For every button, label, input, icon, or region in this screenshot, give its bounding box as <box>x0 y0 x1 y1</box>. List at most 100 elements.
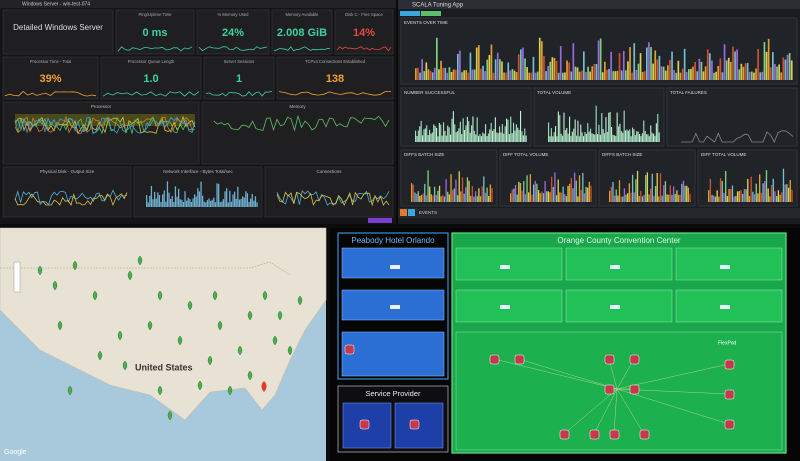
scala-title: SCALA Tuning App <box>412 3 464 9</box>
decor-bar <box>436 127 438 142</box>
decor-bar <box>632 127 634 142</box>
decor-bar <box>597 134 599 142</box>
decor-bar <box>463 193 465 202</box>
panel <box>2 166 132 218</box>
decor-bar <box>455 179 457 202</box>
stat-label: Processor Time - Total <box>30 59 72 64</box>
decor-bar <box>479 196 482 202</box>
decor-bar <box>788 52 791 80</box>
decor-bar <box>635 69 638 80</box>
decor-bar <box>546 191 548 202</box>
network-link <box>493 358 618 390</box>
decor-bar <box>549 136 551 142</box>
decor-bar <box>457 131 459 142</box>
decor-bar <box>179 199 181 207</box>
decor-bar <box>461 177 464 202</box>
decor-bar <box>184 191 186 207</box>
map-pin <box>97 350 103 361</box>
decor-bar <box>708 190 710 202</box>
decor-bar <box>168 192 170 207</box>
decor-bar <box>208 198 210 207</box>
decor-bar <box>640 190 642 202</box>
panel-title: DIFF TOTAL VOLUME <box>701 152 746 157</box>
map-pin <box>217 320 223 331</box>
decor-bar <box>431 132 433 142</box>
decor-bar <box>629 129 631 142</box>
decor-bar <box>622 51 625 80</box>
decor-bar <box>671 51 673 80</box>
decor-bar <box>650 188 652 202</box>
decor-bar <box>174 186 177 207</box>
decor-bar <box>429 129 431 142</box>
decor-bar <box>566 127 568 142</box>
decor-bar <box>777 190 780 202</box>
decor-bar <box>609 190 611 202</box>
decor-bar <box>598 124 600 142</box>
decor-bar <box>530 72 533 80</box>
decor-bar <box>577 120 579 142</box>
top-bar <box>0 0 396 8</box>
decor-bar <box>725 60 728 80</box>
decor-bar <box>599 134 601 142</box>
decor-bar <box>656 59 659 80</box>
decor-bar <box>774 64 776 80</box>
decor-bar <box>615 135 617 142</box>
network-link <box>518 358 618 390</box>
decor-bar <box>648 194 650 202</box>
decor-bar <box>458 128 460 142</box>
decor-bar <box>637 131 639 142</box>
network-block <box>565 247 673 281</box>
decor-line <box>117 46 193 52</box>
site-title: Service Provider <box>365 389 421 398</box>
decor-bar <box>452 69 455 80</box>
decor-bar <box>582 172 584 202</box>
decor-bar <box>631 72 633 80</box>
network-block <box>341 247 445 279</box>
map-pin <box>262 290 268 301</box>
dashboard-heading: Detailed Windows Server <box>13 23 103 32</box>
decor-bar <box>610 187 612 202</box>
panel <box>115 9 195 55</box>
decor-bar <box>539 193 541 202</box>
decor-bar <box>752 191 754 202</box>
decor-bar <box>612 181 614 202</box>
decor-bar <box>592 134 594 142</box>
decor-bar <box>250 198 252 207</box>
decor-bar <box>426 125 428 142</box>
decor-bar <box>234 191 236 207</box>
decor-bar <box>791 189 793 202</box>
decor-bar <box>162 194 164 207</box>
network-device <box>589 429 600 440</box>
decor-bar <box>630 136 632 142</box>
decor-bar <box>419 72 421 80</box>
network-link <box>616 388 645 435</box>
decor-bar <box>666 194 668 202</box>
decor-bar <box>226 188 228 207</box>
decor-bar <box>606 69 608 80</box>
decor-bar <box>772 52 774 80</box>
decor-bar <box>492 130 494 142</box>
decor-bar <box>733 196 735 202</box>
decor-bar <box>532 184 535 202</box>
decor-bar <box>594 134 596 142</box>
decor-bar <box>590 185 592 202</box>
decor-bar <box>612 71 615 80</box>
decor-bar <box>531 194 533 202</box>
decor-bar <box>465 187 467 202</box>
map-pin-highlight <box>261 381 267 392</box>
decor-bar <box>658 55 661 80</box>
decor-bar <box>518 129 520 142</box>
decor-bar <box>517 54 520 80</box>
network-device <box>720 305 730 309</box>
decor-bar <box>214 202 217 207</box>
network-device <box>500 265 510 269</box>
decor-bar <box>419 126 421 142</box>
decor-bar <box>688 69 690 80</box>
decor-bar <box>251 193 253 207</box>
network-block <box>341 331 445 377</box>
decor-bar <box>713 72 715 80</box>
decor-bar <box>692 66 694 80</box>
decor-bar <box>727 57 730 80</box>
decor-bar <box>444 67 447 80</box>
decor-bar <box>654 50 657 80</box>
